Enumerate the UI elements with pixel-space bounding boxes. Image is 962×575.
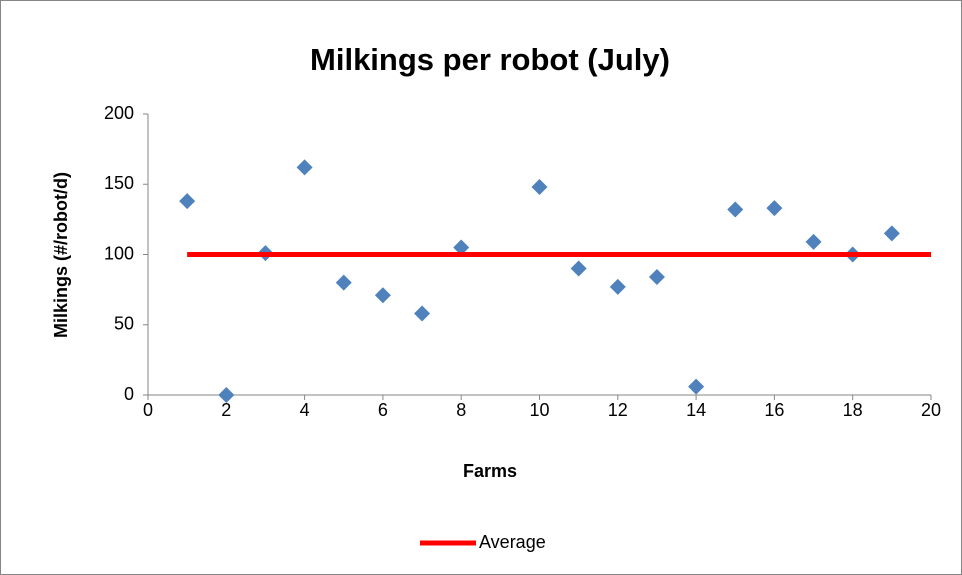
data-point xyxy=(531,179,548,196)
x-tick-label: 6 xyxy=(378,400,388,420)
data-point xyxy=(335,274,352,291)
data-point xyxy=(179,193,196,210)
y-tick-label: 0 xyxy=(124,384,134,404)
x-axis-label: Farms xyxy=(463,461,517,481)
data-point xyxy=(727,201,744,218)
x-tick-label: 8 xyxy=(456,400,466,420)
data-point xyxy=(648,268,665,285)
y-axis-label: Milkings (#/robot/d) xyxy=(51,172,71,338)
x-tick-label: 18 xyxy=(843,400,863,420)
y-tick-label: 150 xyxy=(104,173,134,193)
x-tick-label: 16 xyxy=(764,400,784,420)
y-tick-label: 200 xyxy=(104,103,134,123)
legend-label: Average xyxy=(479,532,546,552)
data-point xyxy=(374,287,391,304)
x-tick-label: 2 xyxy=(221,400,231,420)
data-point xyxy=(883,225,900,242)
data-point xyxy=(688,378,705,395)
y-tick-label: 50 xyxy=(114,314,134,334)
x-tick-label: 20 xyxy=(921,400,941,420)
x-tick-label: 12 xyxy=(608,400,628,420)
x-tick-label: 0 xyxy=(143,400,153,420)
data-point xyxy=(296,159,313,176)
chart-title: Milkings per robot (July) xyxy=(310,42,670,77)
data-point xyxy=(570,260,587,277)
x-tick-label: 14 xyxy=(686,400,706,420)
y-tick-label: 100 xyxy=(104,243,134,263)
data-point xyxy=(414,305,431,322)
data-point xyxy=(805,233,822,250)
data-point xyxy=(218,387,235,403)
data-point xyxy=(609,278,626,295)
x-tick-label: 10 xyxy=(529,400,549,420)
x-tick-label: 4 xyxy=(300,400,310,420)
data-point xyxy=(766,200,783,217)
data-point xyxy=(453,239,470,256)
